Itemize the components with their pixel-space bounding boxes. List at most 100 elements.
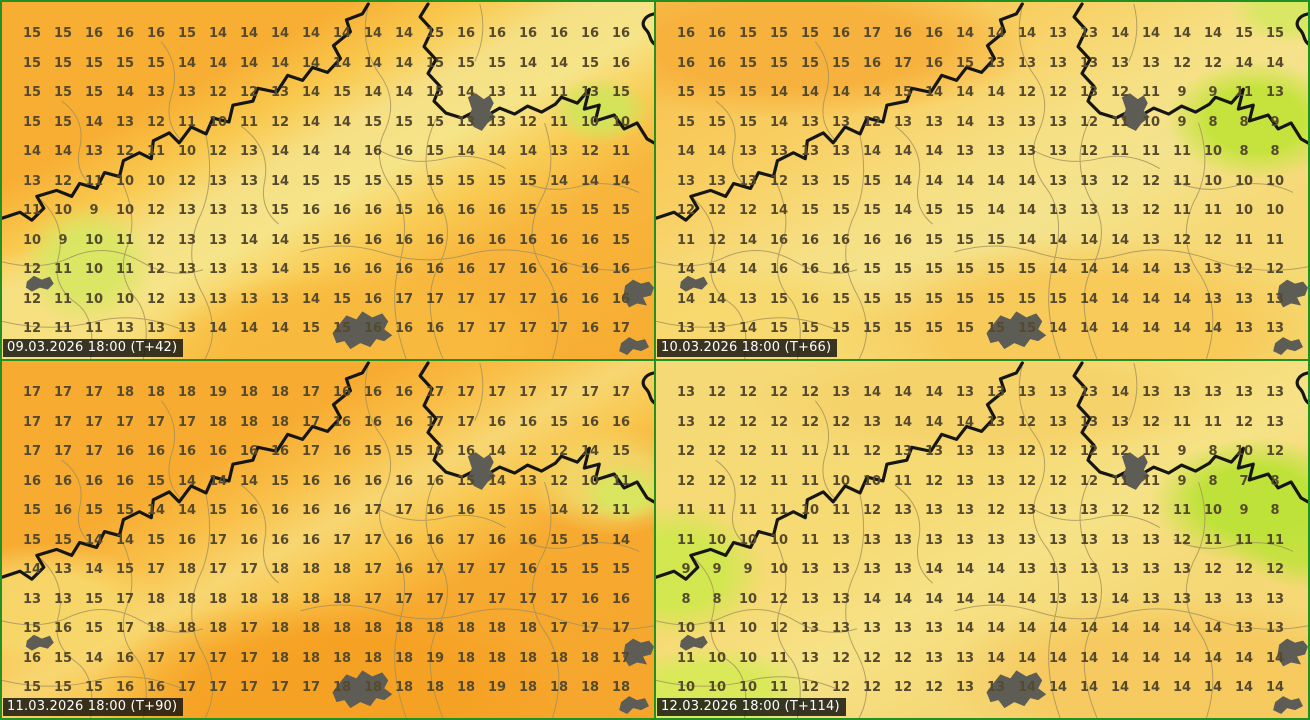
temp-value: 14 [986, 650, 1006, 666]
temp-value: 14 [955, 621, 975, 636]
temp-value: 15 [676, 85, 696, 100]
temp-value: 14 [1017, 173, 1037, 189]
temp-value: 17 [146, 562, 166, 577]
temp-value: 14 [518, 144, 538, 159]
temp-value: 14 [986, 621, 1006, 636]
temp-value: 15 [862, 203, 882, 218]
temp-value: 12 [580, 503, 600, 518]
temp-value: 16 [611, 414, 631, 430]
temp-value: 16 [270, 532, 290, 548]
temp-value: 15 [1017, 321, 1037, 336]
temp-value: 14 [738, 321, 758, 336]
temp-value: 14 [332, 114, 352, 130]
temp-value: 12 [1110, 85, 1130, 100]
temp-value: 15 [84, 680, 104, 695]
temp-value: 18 [394, 621, 414, 636]
temp-value: 17 [456, 591, 476, 607]
temp-value: 13 [1017, 503, 1037, 518]
temp-value: 8 [712, 591, 722, 607]
temp-value: 11 [115, 232, 135, 248]
temp-value: 17 [580, 385, 600, 400]
temp-value: 14 [208, 55, 228, 71]
temp-value: 17 [177, 414, 197, 430]
temp-value: 14 [239, 26, 259, 41]
temp-value: 16 [22, 473, 42, 489]
temp-value: 12 [1017, 85, 1037, 100]
temp-value: 14 [301, 144, 321, 159]
temp-value: 16 [270, 444, 290, 459]
temp-value: 14 [1079, 621, 1099, 636]
temp-value: 14 [955, 562, 975, 577]
temp-value: 14 [1110, 291, 1130, 307]
temp-value: 15 [487, 503, 507, 518]
temp-value: 13 [84, 144, 104, 159]
temperature-grid: 15 15 16 16 16 15 14 14 14 14 14 14 14 15 16 16 16 16 16 16… [2, 2, 654, 359]
temp-value: 13 [1110, 203, 1130, 218]
temp-value: 17 [425, 291, 445, 307]
temp-value: 14 [487, 473, 507, 489]
temp-value: 16 [394, 144, 414, 159]
temp-value: 14 [270, 321, 290, 336]
temp-value: 13 [800, 173, 820, 189]
temp-value: 13 [1234, 291, 1254, 307]
temp-value: 13 [986, 385, 1006, 400]
temp-value: 10 [84, 291, 104, 307]
temp-value: 14 [146, 503, 166, 518]
temp-value: 13 [487, 85, 507, 100]
temp-value: 16 [363, 144, 383, 159]
temp-value: 16 [707, 55, 727, 71]
temp-value: 11 [831, 444, 851, 459]
temp-value: 14 [1110, 680, 1130, 695]
temp-value: 13 [893, 444, 913, 459]
temp-value: 10 [1234, 203, 1254, 218]
temp-value: 13 [955, 385, 975, 400]
temp-value: 14 [893, 385, 913, 400]
temp-value: 12 [22, 291, 42, 307]
temp-value: 13 [1110, 55, 1130, 71]
temp-value: 14 [1017, 203, 1037, 218]
temp-value: 13 [1234, 321, 1254, 336]
temp-value: 12 [22, 262, 42, 277]
temp-value: 12 [1141, 503, 1161, 518]
temp-value: 11 [177, 114, 197, 130]
temp-value: 16 [363, 385, 383, 400]
temp-value: 14 [676, 262, 696, 277]
temp-value: 14 [363, 55, 383, 71]
temp-value: 10 [800, 503, 820, 518]
forecast-panel-t114: 13 12 12 12 12 13 14 14 14 13 13 13 13 13 14 13 13 13 13 13… [656, 361, 1308, 718]
temp-value: 14 [580, 444, 600, 459]
temp-value: 8 [1270, 473, 1280, 489]
temp-value: 13 [955, 680, 975, 695]
temp-value: 14 [301, 114, 321, 130]
temp-value: 11 [676, 650, 696, 666]
temp-value: 16 [611, 591, 631, 607]
temp-value: 16 [394, 562, 414, 577]
temp-value: 17 [425, 385, 445, 400]
temp-value: 12 [769, 173, 789, 189]
temp-value: 15 [769, 321, 789, 336]
temp-value: 14 [986, 562, 1006, 577]
temp-value: 15 [53, 680, 73, 695]
temp-value: 15 [986, 262, 1006, 277]
temp-value: 13 [1234, 591, 1254, 607]
temp-value: 11 [146, 144, 166, 159]
temp-value: 10 [53, 203, 73, 218]
temp-value: 14 [456, 85, 476, 100]
temp-value: 7 [1239, 473, 1249, 489]
temp-value: 13 [1141, 55, 1161, 71]
temp-value: 13 [1017, 562, 1037, 577]
temp-value: 14 [1048, 321, 1068, 336]
temp-value: 14 [239, 232, 259, 248]
temp-value: 13 [146, 321, 166, 336]
temp-value: 12 [146, 262, 166, 277]
temp-value: 14 [270, 262, 290, 277]
temp-value: 13 [1048, 562, 1068, 577]
temp-value: 14 [580, 173, 600, 189]
temp-value: 15 [53, 114, 73, 130]
temp-value: 12 [862, 444, 882, 459]
temp-value: 10 [1141, 114, 1161, 130]
temp-value: 15 [707, 85, 727, 100]
temp-value: 10 [22, 232, 42, 248]
temp-value: 17 [363, 532, 383, 548]
temp-value: 13 [1110, 562, 1130, 577]
